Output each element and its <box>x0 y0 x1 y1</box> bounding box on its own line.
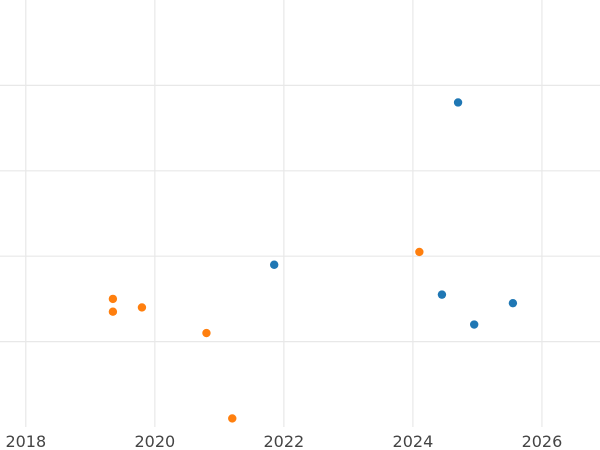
data-point-series-1 <box>469 320 479 329</box>
data-point-series-1 <box>437 290 447 299</box>
data-points <box>108 98 518 423</box>
data-point-series-1 <box>453 98 463 107</box>
data-point-series-2 <box>137 303 147 312</box>
x-tick-label: 2024 <box>393 432 434 450</box>
y-gridlines <box>0 84 600 343</box>
x-tick-label: 2022 <box>264 432 305 450</box>
data-point-series-1 <box>508 298 518 308</box>
x-tick-label: 2018 <box>5 432 46 450</box>
x-gridlines <box>25 0 543 427</box>
data-point-series-2 <box>202 328 211 338</box>
x-tick-label: 2026 <box>522 432 563 450</box>
data-point-series-2 <box>228 414 237 423</box>
data-point-series-2 <box>415 247 424 257</box>
data-point-series-1 <box>269 260 279 269</box>
data-point-series-2 <box>108 294 118 304</box>
x-tick-label: 2020 <box>134 432 175 450</box>
x-tick-labels: 2018 2020 2022 2024 2026 <box>5 432 562 450</box>
data-point-series-2 <box>108 307 118 316</box>
